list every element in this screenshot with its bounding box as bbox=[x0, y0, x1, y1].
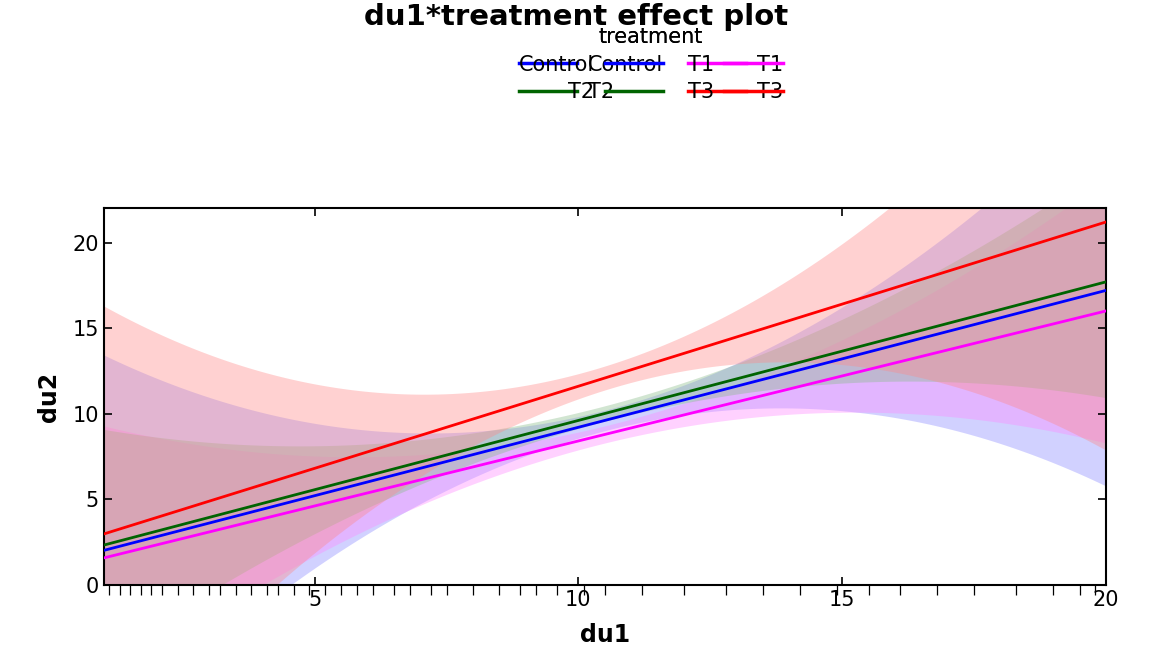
Legend: Control, T2, T1, T3: Control, T2, T1, T3 bbox=[518, 28, 783, 101]
Legend: Control, T2, T1, T3: Control, T2, T1, T3 bbox=[518, 28, 783, 101]
Text: du1*treatment effect plot: du1*treatment effect plot bbox=[364, 3, 788, 32]
X-axis label: du1: du1 bbox=[579, 624, 630, 647]
Y-axis label: du2: du2 bbox=[37, 372, 61, 421]
